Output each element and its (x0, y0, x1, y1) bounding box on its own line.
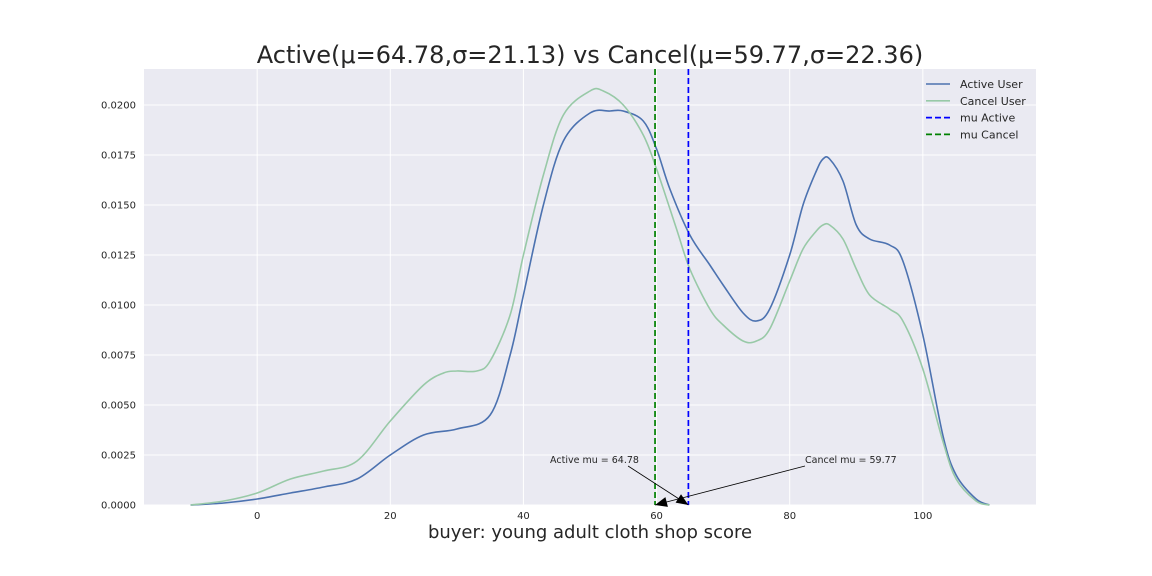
y-tick-label: 0.0175 (101, 151, 136, 162)
x-axis-label: buyer: young adult cloth shop score (428, 522, 752, 543)
y-tick-label: 0.0050 (101, 401, 136, 412)
x-tick-label: 60 (650, 511, 663, 522)
y-tick-label: 0.0150 (101, 201, 136, 212)
x-tick-label: 80 (783, 511, 796, 522)
y-tick-label: 0.0125 (101, 251, 136, 262)
annotation-cancel-mu: Cancel mu = 59.77 (805, 455, 897, 466)
series-line-cancel-user (190, 87, 990, 506)
x-tick-label: 100 (913, 511, 932, 522)
legend: Active User Cancel User mu Active mu Cancel (926, 78, 1026, 141)
y-tick-label: 0.0075 (101, 351, 136, 362)
y-tick-label: 0.0200 (101, 101, 136, 112)
annotations: Active mu = 64.78 Cancel mu = 59.77 (550, 455, 897, 507)
grid-lines (144, 69, 1036, 506)
annotation-arrowhead (655, 497, 668, 507)
legend-active-user-label: Active User (960, 78, 1023, 91)
legend-cancel-user-label: Cancel User (960, 95, 1026, 108)
mean-lines (654, 69, 690, 505)
tick-labels: 0 20 40 60 80 100 0.0000 0.0025 0.0050 0.0075 0.01… (101, 101, 932, 523)
y-tick-label: 0.0100 (101, 301, 136, 312)
x-tick-label: 20 (384, 511, 397, 522)
legend-mu-active-label: mu Active (960, 112, 1015, 125)
x-tick-label: 0 (254, 511, 260, 522)
series-line-active-user (190, 109, 990, 506)
annotation-active-mu: Active mu = 64.78 (550, 455, 639, 466)
legend-mu-cancel-label: mu Cancel (960, 128, 1018, 141)
annotation-arrow-line (654, 465, 806, 506)
chart-title: Active(μ=64.78,σ=21.13) vs Cancel(μ=59.7… (257, 41, 923, 69)
x-tick-label: 40 (517, 511, 530, 522)
y-tick-label: 0.0000 (101, 501, 136, 512)
annotation-arrowhead (675, 494, 689, 505)
plot-area (144, 69, 1036, 505)
y-tick-label: 0.0025 (101, 451, 136, 462)
series-lines (190, 87, 990, 506)
